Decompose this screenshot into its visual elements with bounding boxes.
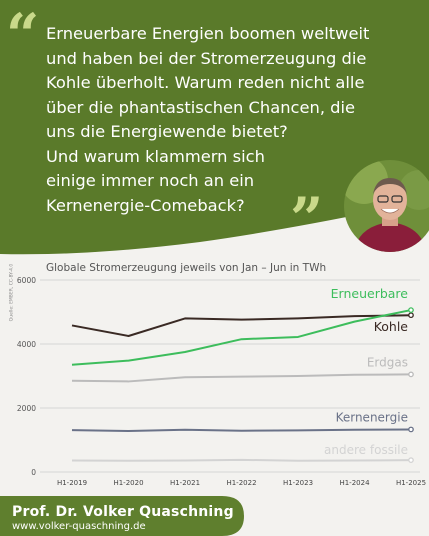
- chart-title: Globale Stromerzeugung jeweils von Jan –…: [46, 262, 327, 274]
- series-line: [71, 314, 412, 337]
- author-website: www.volker-quaschning.de: [12, 521, 146, 532]
- x-tick-label: H1-2022: [226, 479, 256, 487]
- x-tick-label: H1-2024: [339, 479, 370, 487]
- x-tick-label: H1-2023: [283, 479, 313, 487]
- series-label: andere fossile: [324, 443, 408, 457]
- x-tick-label: H1-2021: [170, 479, 200, 487]
- series-label: Kernenergie: [336, 410, 408, 424]
- series-label: Erdgas: [367, 355, 408, 369]
- y-tick-label: 4000: [17, 340, 36, 349]
- series-line: [71, 458, 412, 462]
- series-line: [71, 373, 412, 383]
- y-tick-label: 2000: [17, 404, 36, 413]
- y-tick-label: 0: [31, 468, 36, 477]
- line-chart: 0 2000 4000 6000 H1-2019 H1-2020 H1-2021 H1-202…: [17, 276, 426, 487]
- quote-text: Erneuerbare Energien boomen weltweit und…: [46, 24, 370, 215]
- series-line: [71, 428, 412, 433]
- author-portrait: [344, 160, 429, 252]
- x-tick-label: H1-2020: [113, 479, 143, 487]
- series-end-marker: [408, 426, 414, 433]
- series-label: Erneuerbare: [331, 286, 409, 301]
- author-name: Prof. Dr. Volker Quaschning: [12, 504, 234, 520]
- x-tick-label: H1-2019: [57, 479, 87, 487]
- footer-banner: [0, 496, 244, 536]
- series-line: [71, 309, 412, 366]
- open-quote-icon: “: [6, 1, 40, 69]
- series-end-marker: [408, 307, 414, 313]
- series-end-marker: [408, 371, 414, 378]
- series-end-marker: [408, 312, 414, 319]
- x-tick-label: H1-2025: [396, 479, 426, 487]
- close-quote-icon: ”: [290, 185, 324, 253]
- series-label: Kohle: [374, 319, 409, 334]
- series-end-marker: [408, 457, 414, 464]
- y-tick-label: 6000: [17, 276, 36, 285]
- quote-banner: [0, 0, 429, 255]
